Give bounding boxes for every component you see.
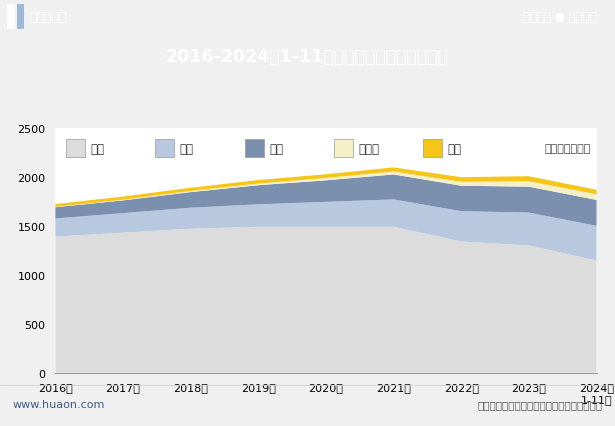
Bar	[334, 140, 353, 158]
Bar	[7, 5, 15, 30]
Text: 单位：亿千瓦时: 单位：亿千瓦时	[545, 144, 591, 154]
Text: 核能: 核能	[180, 142, 194, 155]
Text: www.huaon.com: www.huaon.com	[12, 399, 105, 409]
Bar	[423, 140, 442, 158]
Text: 太阳能: 太阳能	[359, 142, 379, 155]
Bar	[17, 5, 24, 30]
Bar	[156, 140, 175, 158]
Text: 华经情报网: 华经情报网	[30, 11, 67, 24]
Bar	[66, 140, 85, 158]
Text: 数据来源：国家统计局，华经产业研究院整理: 数据来源：国家统计局，华经产业研究院整理	[478, 399, 603, 409]
Text: 水力: 水力	[448, 142, 462, 155]
Bar	[245, 140, 264, 158]
Text: 火力: 火力	[90, 142, 105, 155]
Text: 专业严谨 ● 客观科学: 专业严谨 ● 客观科学	[523, 11, 597, 24]
Text: 风力: 风力	[269, 142, 283, 155]
Text: 2016-2024年1-11月辽宁省各发电类型发电量: 2016-2024年1-11月辽宁省各发电类型发电量	[166, 48, 449, 66]
